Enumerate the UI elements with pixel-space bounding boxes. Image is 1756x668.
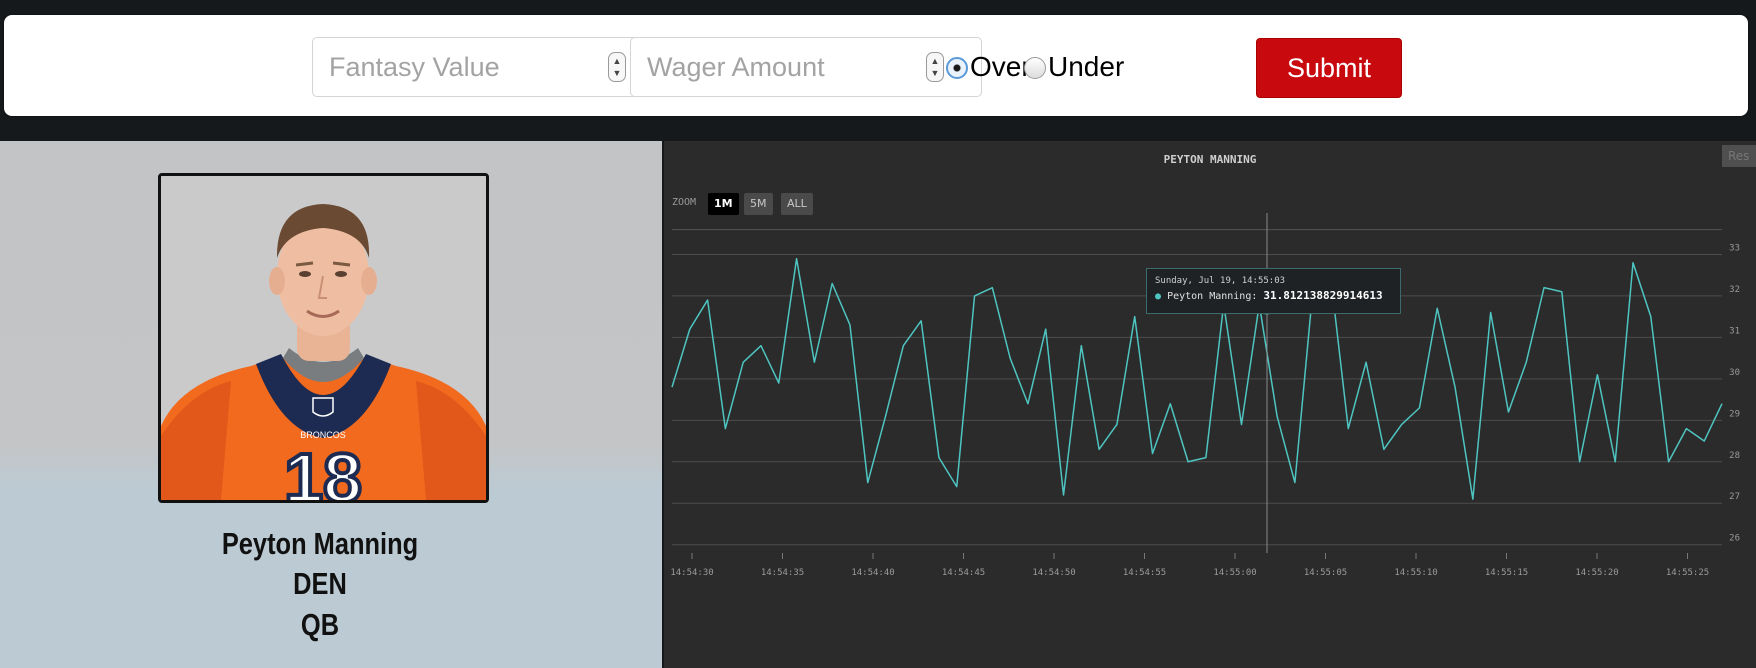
over-label: Over: [970, 51, 1031, 82]
zoom-label: ZOOM: [672, 197, 697, 208]
player-position: QB: [300, 607, 340, 642]
x-tick-label-2: 14:54:40: [851, 568, 894, 578]
line-chart: PEYTON MANNING 26 27 28 29 30 31 32 33 14:54:30 14…: [670, 153, 1740, 578]
x-tick-label-4: 14:54:50: [1032, 568, 1075, 578]
player-panel: 18 BRONCOS Peyton Manning DEN QB: [0, 141, 662, 668]
player-portrait-illustration: 18 BRONCOS: [161, 176, 486, 500]
series-line-peyton-manning: [671, 257, 1723, 500]
reset-zoom-button[interactable]: Res: [1722, 145, 1756, 167]
tooltip-series-dot-icon: ●: [1155, 291, 1162, 302]
x-tick-label-9: 14:55:15: [1485, 568, 1528, 578]
x-tick-label-0: 14:54:30: [670, 568, 713, 578]
y-tick-label-31: 31: [1729, 326, 1740, 336]
fantasy-value-spinner-icon[interactable]: ▲ ▼: [608, 52, 626, 82]
chart-title: PEYTON MANNING: [1164, 153, 1257, 166]
y-tick-label-27: 27: [1729, 492, 1740, 502]
under-label: Under: [1048, 51, 1125, 82]
x-tick-label-8: 14:55:10: [1394, 568, 1437, 578]
jersey-number: 18: [284, 439, 362, 500]
x-tick-label-7: 14:55:05: [1304, 568, 1347, 578]
wager-amount-input[interactable]: [630, 37, 982, 97]
zoom-5m-button[interactable]: 5M: [744, 193, 773, 215]
x-tick-label-3: 14:54:45: [942, 568, 985, 578]
y-tick-label-26: 26: [1729, 534, 1740, 544]
tooltip-date: Sunday, Jul 19, 14:55:03: [1155, 276, 1286, 286]
under-radio[interactable]: [1024, 57, 1046, 79]
player-photo: 18 BRONCOS: [158, 173, 489, 503]
x-tick-label-6: 14:55:00: [1213, 568, 1256, 578]
over-radio[interactable]: [946, 57, 968, 79]
x-tick-label-11: 14:55:25: [1666, 568, 1709, 578]
player-info-background: [0, 513, 662, 668]
y-tick-label-33: 33: [1729, 243, 1740, 253]
y-tick-label-29: 29: [1729, 409, 1740, 419]
x-tick-label-1: 14:54:35: [761, 568, 804, 578]
wager-amount-spinner-icon[interactable]: ▲ ▼: [926, 52, 944, 82]
y-tick-label-30: 30: [1729, 368, 1740, 378]
jersey-team-text: BRONCOS: [300, 430, 346, 440]
tooltip-value: 31.812138829914613: [1263, 289, 1383, 302]
submit-button[interactable]: Submit: [1256, 38, 1402, 98]
zoom-1m-button[interactable]: 1M: [708, 193, 739, 215]
x-tick-label-10: 14:55:20: [1575, 568, 1618, 578]
chart-tooltip: Sunday, Jul 19, 14:55:03 ● Peyton Mannin…: [1146, 268, 1401, 314]
fantasy-value-input[interactable]: [312, 37, 664, 97]
wager-form: ▲▼ ▲▼ Over Under Submit: [4, 15, 1748, 116]
y-tick-label-32: 32: [1729, 285, 1740, 295]
tooltip-series-name: Peyton Manning:: [1167, 291, 1258, 302]
zoom-all-button[interactable]: ALL: [781, 193, 813, 215]
y-tick-label-28: 28: [1729, 451, 1740, 461]
player-team: DEN: [293, 566, 347, 601]
x-tick-label-5: 14:54:55: [1123, 568, 1166, 578]
player-name: Peyton Manning: [221, 526, 419, 561]
chart-panel: PEYTON MANNING 26 27 28 29 30 31 32 33 14:54:30 14…: [664, 141, 1756, 668]
